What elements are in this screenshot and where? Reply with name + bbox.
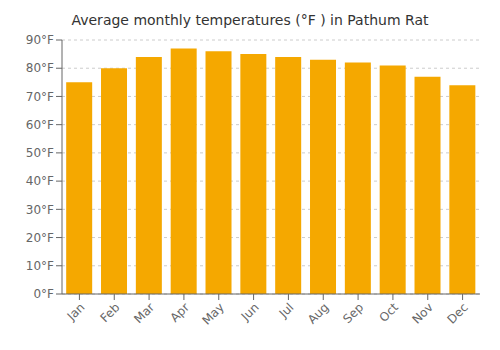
svg-text:90°F: 90°F bbox=[26, 33, 54, 47]
svg-text:Aug: Aug bbox=[305, 300, 331, 326]
svg-text:10°F: 10°F bbox=[26, 259, 54, 273]
svg-text:Mar: Mar bbox=[131, 300, 157, 326]
svg-text:May: May bbox=[199, 300, 226, 327]
svg-text:70°F: 70°F bbox=[26, 90, 54, 104]
svg-text:60°F: 60°F bbox=[26, 118, 54, 132]
svg-text:Feb: Feb bbox=[97, 300, 122, 325]
svg-text:Sep: Sep bbox=[340, 300, 366, 326]
svg-text:Jun: Jun bbox=[238, 300, 262, 324]
svg-text:Oct: Oct bbox=[376, 300, 401, 325]
svg-text:50°F: 50°F bbox=[26, 146, 54, 160]
svg-text:0°F: 0°F bbox=[33, 287, 54, 301]
svg-text:Dec: Dec bbox=[444, 300, 470, 326]
svg-text:20°F: 20°F bbox=[26, 231, 54, 245]
svg-text:Nov: Nov bbox=[409, 300, 435, 326]
svg-text:Jul: Jul bbox=[276, 300, 297, 321]
svg-text:30°F: 30°F bbox=[26, 203, 54, 217]
svg-text:40°F: 40°F bbox=[26, 174, 54, 188]
svg-text:80°F: 80°F bbox=[26, 61, 54, 75]
svg-text:Jan: Jan bbox=[64, 300, 88, 324]
svg-text:Apr: Apr bbox=[167, 300, 192, 325]
html-text:Average monthly temperatures (: Average monthly temperatures (°F ) in Pa… bbox=[71, 12, 429, 28]
